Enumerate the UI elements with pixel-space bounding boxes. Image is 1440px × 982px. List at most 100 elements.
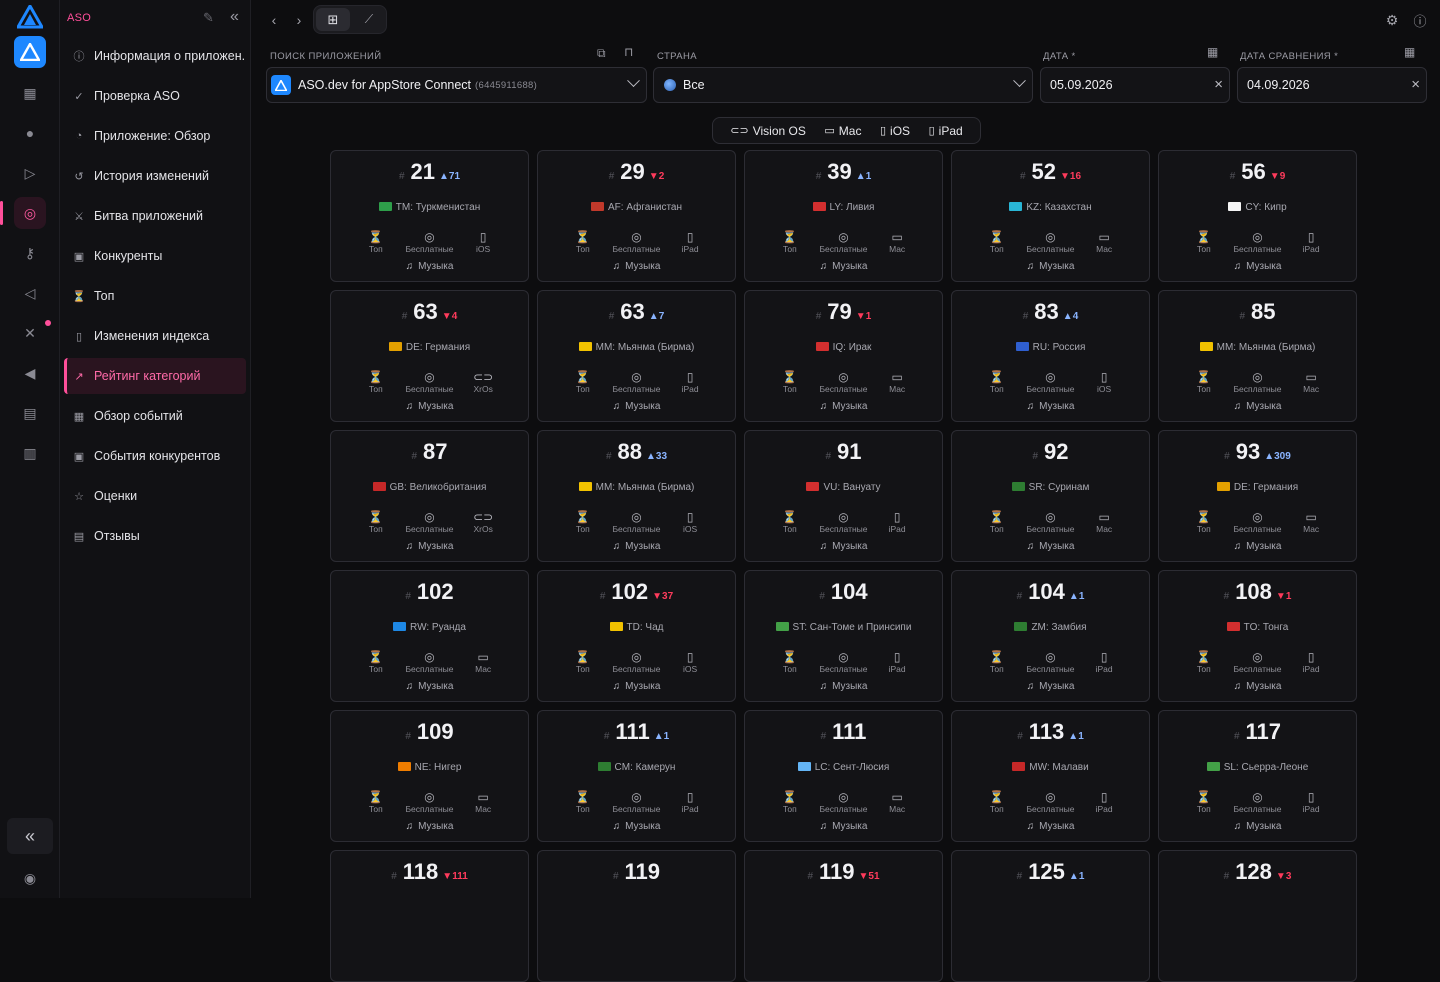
device-label: iPad — [1302, 244, 1320, 254]
sidebar-item-11[interactable]: ▣ События конкурентов — [64, 438, 246, 474]
competitors-icon: ▣ — [73, 250, 85, 263]
calendar-icon[interactable]: ▦ — [1207, 45, 1219, 59]
ranking-card[interactable]: #39 ▲1 LY: Ливия ⏳ Топ ◎ Бесплатные ▭ Mac ♫ Музыка — [744, 150, 943, 282]
forward-arrow-icon[interactable]: › — [296, 12, 302, 28]
hash-symbol: # — [1239, 311, 1246, 322]
chart-view-icon[interactable]: ⟋ — [364, 12, 374, 26]
platform-visionos[interactable]: ⊂⊃ Vision OS — [730, 123, 806, 138]
ranking-card[interactable]: #113 ▲1 MW: Малави ⏳ Топ ◎ Бесплатные ▯ iPad ♫ Муз… — [951, 710, 1150, 842]
ranking-card[interactable]: #104 ST: Сан-Томе и Принсипи ⏳ Топ ◎ Бесплатн… — [744, 570, 943, 702]
store-icon[interactable]: ▥ — [23, 444, 37, 461]
chart-icon[interactable]: ▤ — [23, 404, 37, 421]
music-note-icon: ♫ — [819, 261, 828, 272]
platform-mac[interactable]: ▭ Mac — [824, 123, 862, 138]
meta-row: ⏳ Топ ◎ Бесплатные ▭ Mac — [952, 230, 1149, 254]
country-flag-icon — [806, 482, 820, 491]
device-icon: ▯ — [1307, 790, 1315, 804]
free-label: Бесплатные — [1233, 384, 1282, 394]
grid-view-icon[interactable]: ⊞ — [316, 8, 350, 31]
sidebar-item-10[interactable]: ▦ Обзор событий — [64, 398, 246, 434]
category-row: ♫ Музыка — [952, 261, 1149, 272]
ranking-card[interactable]: #119 ▼51 — [744, 850, 943, 982]
ranking-card[interactable]: #91 VU: Вануату ⏳ Топ ◎ Бесплатные ▯ iPad ♫ Музык… — [744, 430, 943, 562]
trophy-icon: ⏳ — [1196, 510, 1212, 524]
sidebar-item-3[interactable]: ◔ Приложение: Обзор — [64, 118, 246, 154]
sidebar-item-1[interactable]: ⓘ Информация о приложен... — [64, 38, 247, 74]
rank-change-value: 4 — [1072, 311, 1079, 322]
ranking-card[interactable]: #83 ▲4 RU: Россия ⏳ Топ ◎ Бесплатные ▯ iOS ♫ Музык… — [951, 290, 1150, 422]
ranking-card[interactable]: #79 ▼1 IQ: Ирак ⏳ Топ ◎ Бесплатные ▭ Mac ♫ Музыка — [744, 290, 943, 422]
sidebar-item-9[interactable]: ↗ Рейтинг категорий — [64, 358, 246, 394]
ranking-card[interactable]: #108 ▼1 TO: Тонга ⏳ Топ ◎ Бесплатные ▯ iPad ♫ Музы… — [1158, 570, 1357, 702]
ranking-card[interactable]: #63 ▼4 DE: Германия ⏳ Топ ◎ Бесплатные ⊂⊃ XrOs ♫ М… — [330, 290, 529, 422]
country-select[interactable]: Все — [653, 67, 1033, 103]
platform-ios[interactable]: ▯ iOS — [879, 123, 911, 138]
ranking-card[interactable]: #117 SL: Сьерра-Леоне ⏳ Топ ◎ Бесплатные ▯ iPad… — [1158, 710, 1357, 842]
free-label: Бесплатные — [819, 524, 868, 534]
sidebar-item-4[interactable]: ↺ История изменений — [64, 158, 246, 194]
back-arrow-icon[interactable]: ‹ — [271, 12, 277, 28]
settings-gear-icon[interactable]: ⚙ — [1385, 11, 1399, 28]
sound-icon[interactable]: ◀ — [24, 364, 36, 381]
collapse-rail-button[interactable]: « — [7, 818, 53, 854]
sidebar-item-label: Оценки — [94, 489, 138, 503]
target-icon[interactable]: ◎ — [0, 197, 46, 229]
ranking-card[interactable]: #119 — [537, 850, 736, 982]
ranking-card[interactable]: #56 ▼9 CY: Кипр ⏳ Топ ◎ Бесплатные ▯ iPad ♫ Музыка — [1158, 150, 1357, 282]
date-input[interactable]: 05.09.2026 × — [1040, 67, 1230, 103]
ranking-card[interactable]: #111 LC: Сент-Люсия ⏳ Топ ◎ Бесплатные ▭ Mac ♫ Му… — [744, 710, 943, 842]
top-label: Топ — [368, 804, 383, 814]
ranking-card[interactable]: #109 NE: Нигер ⏳ Топ ◎ Бесплатные ▭ Mac ♫ Музыка — [330, 710, 529, 842]
sidebar-item-12[interactable]: ☆ Оценки — [64, 478, 246, 514]
copy-icon[interactable]: ⧉ — [597, 46, 606, 60]
tools-icon[interactable]: ✕ — [24, 324, 36, 341]
clear-date-icon[interactable]: × — [1214, 76, 1223, 93]
app-icon[interactable] — [14, 36, 46, 68]
ranking-card[interactable]: #102 RW: Руанда ⏳ Топ ◎ Бесплатные ▭ Mac ♫ Музыка — [330, 570, 529, 702]
key-icon[interactable]: ⚷ — [24, 244, 36, 261]
ranking-card[interactable]: #128 ▼3 — [1158, 850, 1357, 982]
collapse-sidebar-icon[interactable]: « — [230, 8, 239, 25]
meta-row: ⏳ Топ ◎ Бесплатные ▯ iPad — [1159, 650, 1356, 674]
ranking-card[interactable]: #118 ▼111 — [330, 850, 529, 982]
ranking-card[interactable]: #102 ▼37 TD: Чад ⏳ Топ ◎ Бесплатные ▯ iOS ♫ Музыка — [537, 570, 736, 702]
ranking-card[interactable]: #52 ▼16 KZ: Казахстан ⏳ Топ ◎ Бесплатные ▭ Mac ♫ М… — [951, 150, 1150, 282]
ranking-card[interactable]: #21 ▲71 TM: Туркменистан ⏳ Топ ◎ Бесплатные ▯ iO… — [330, 150, 529, 282]
device-meta: ▯ iPad — [871, 510, 923, 534]
app-search-select[interactable]: ASO.dev for AppStore Connect (6445911688… — [266, 67, 647, 103]
compare-date-input[interactable]: 04.09.2026 × — [1237, 67, 1427, 103]
ranking-card[interactable]: #104 ▲1 ZM: Замбия ⏳ Топ ◎ Бесплатные ▯ iPad ♫ Муз… — [951, 570, 1150, 702]
ranking-card[interactable]: #125 ▲1 — [951, 850, 1150, 982]
help-icon[interactable]: ⓘ — [1413, 13, 1427, 29]
sidebar-item-6[interactable]: ▣ Конкуренты — [64, 238, 246, 274]
ranking-card[interactable]: #111 ▲1 CM: Камерун ⏳ Топ ◎ Бесплатные ▯ iPad ♫ Му… — [537, 710, 736, 842]
ranking-card[interactable]: #87 GB: Великобритания ⏳ Топ ◎ Бесплатные ⊂⊃ Xr… — [330, 430, 529, 562]
sidebar-item-7[interactable]: ⏳ Топ — [64, 278, 246, 314]
sidebar-item-8[interactable]: ▯ Изменения индекса — [64, 318, 246, 354]
ranking-card[interactable]: #85 MM: Мьянма (Бирма) ⏳ Топ ◎ Бесплатные ▭ Mac… — [1158, 290, 1357, 422]
rank-row: #108 ▼1 — [1159, 579, 1356, 605]
edit-icon[interactable]: ✎ — [203, 10, 214, 25]
ranking-card[interactable]: #29 ▼2 AF: Афганистан ⏳ Топ ◎ Бесплатные ▯ iPad ♫… — [537, 150, 736, 282]
ranking-card[interactable]: #63 ▲7 MM: Мьянма (Бирма) ⏳ Топ ◎ Бесплатные ▯ i… — [537, 290, 736, 422]
sidebar-item-2[interactable]: ✓ Проверка ASO — [64, 78, 246, 114]
ranking-card[interactable]: #92 SR: Суринам ⏳ Топ ◎ Бесплатные ▭ Mac ♫ Музыка — [951, 430, 1150, 562]
megaphone-icon[interactable]: ◁ — [24, 284, 36, 301]
compare-calendar-icon[interactable]: ▦ — [1404, 45, 1416, 59]
category-row: ♫ Музыка — [538, 821, 735, 832]
bookmark-icon[interactable]: ⊓ — [624, 45, 634, 59]
account-icon[interactable]: ◉ — [23, 869, 37, 886]
device-label: Mac — [1303, 524, 1320, 534]
apple-icon[interactable]: ● — [25, 125, 35, 141]
sidebar-item-5[interactable]: ⚔ Битва приложений — [64, 198, 246, 234]
platform-ipad[interactable]: ▯ iPad — [928, 123, 963, 138]
music-note-icon: ♫ — [612, 541, 621, 552]
grid-icon[interactable]: ▦ — [23, 84, 37, 101]
sidebar-item-13[interactable]: ▤ Отзывы — [64, 518, 246, 554]
play-icon[interactable]: ▷ — [24, 164, 36, 181]
clear-compare-date-icon[interactable]: × — [1411, 76, 1420, 93]
ranking-card[interactable]: #93 ▲309 DE: Германия ⏳ Топ ◎ Бесплатные ▭ Mac ♫ М… — [1158, 430, 1357, 562]
ranking-card[interactable]: #88 ▲33 MM: Мьянма (Бирма) ⏳ Топ ◎ Бесплатные ▯… — [537, 430, 736, 562]
arrow-down-icon: ▼ — [855, 311, 866, 322]
rank-row: #119 — [538, 859, 735, 885]
